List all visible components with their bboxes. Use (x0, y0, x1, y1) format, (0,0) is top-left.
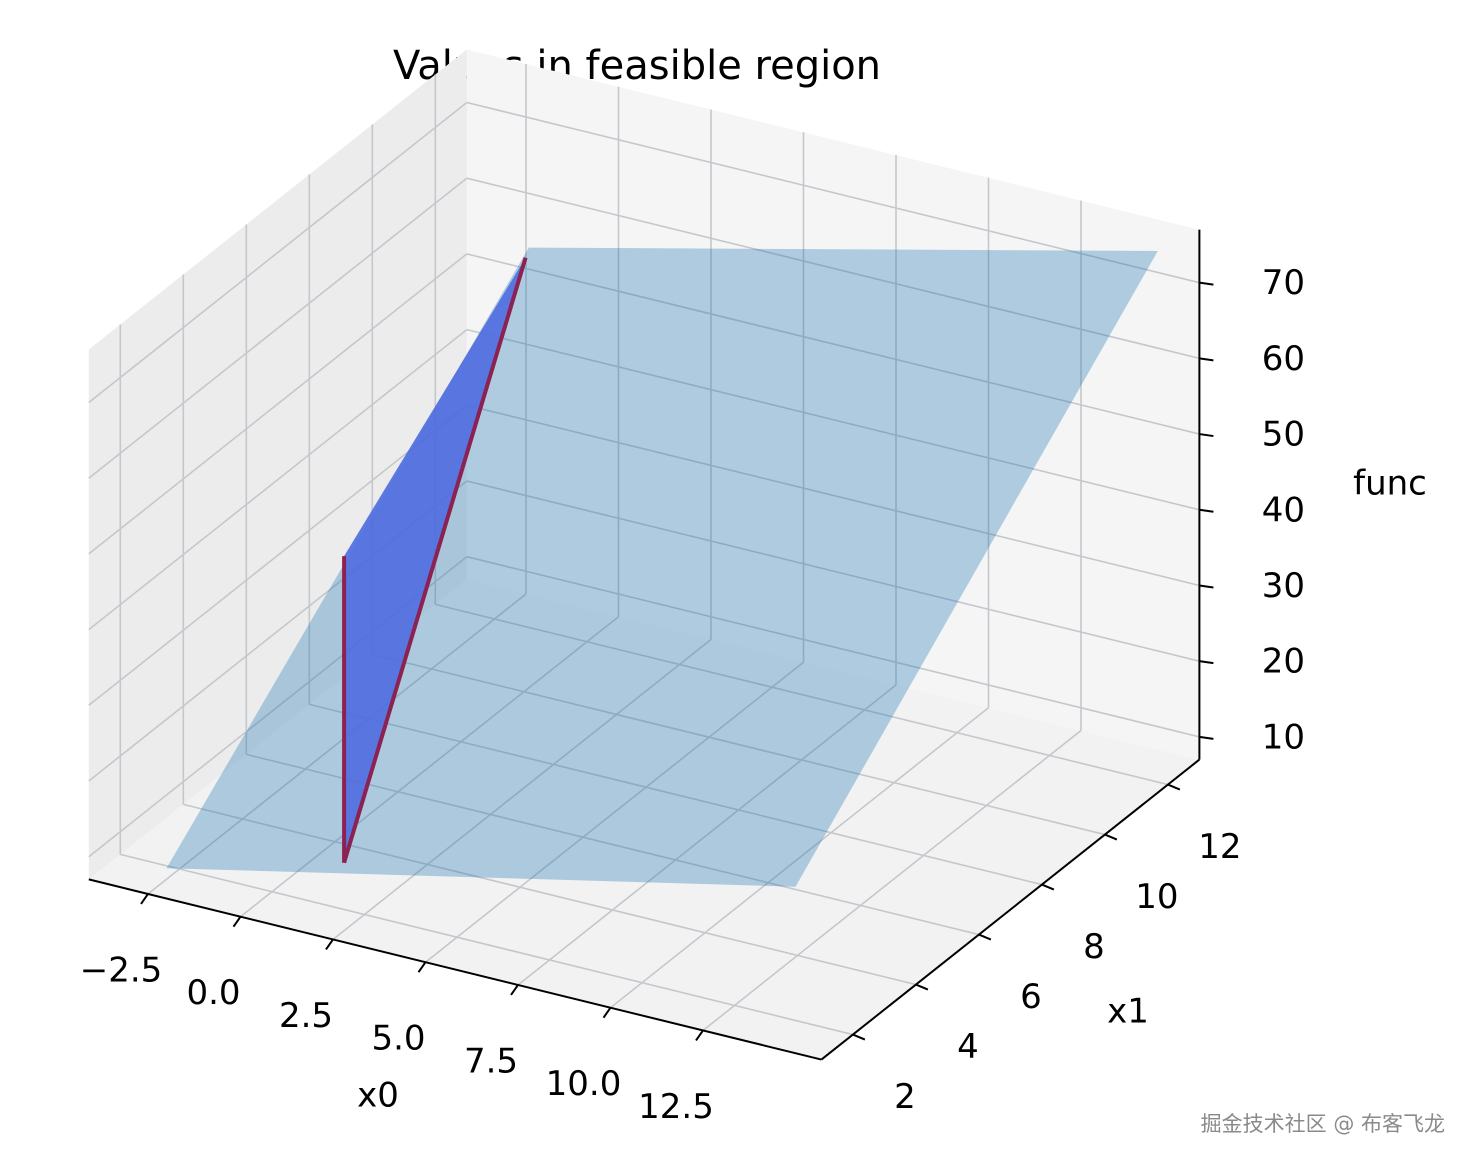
y-axis (820, 758, 1201, 1061)
grid-line (466, 555, 1200, 738)
grid-line (466, 101, 1200, 284)
grid-line (332, 638, 712, 941)
z-tick (1199, 357, 1214, 362)
x-tick-label: 5.0 (371, 1019, 425, 1059)
y-tick (852, 1033, 866, 1041)
grid-line (702, 729, 1082, 1032)
grid-line (240, 616, 619, 918)
x-tick-label: 12.5 (638, 1087, 714, 1127)
x-tick (510, 984, 519, 996)
watermark: 掘金技术社区 @ 布客飞龙 (1201, 1112, 1445, 1136)
grid-line (183, 803, 917, 986)
grid-line (372, 653, 1106, 836)
z-axis-label: func (1353, 464, 1427, 504)
y-tick (1104, 833, 1118, 841)
z-tick-label: 50 (1262, 415, 1305, 455)
surface (166, 247, 1158, 887)
x-axis-label: x0 (357, 1076, 399, 1116)
x-tick (602, 1007, 612, 1019)
z-tick-label: 30 (1262, 566, 1305, 606)
y-tick (978, 933, 992, 941)
y-tick (1167, 783, 1181, 791)
grid-line (517, 684, 897, 986)
y-tick-label: 6 (1020, 977, 1042, 1017)
grid-line (120, 853, 854, 1036)
grid-line (88, 328, 468, 631)
grid-line (88, 253, 468, 555)
y-tick-label: 12 (1198, 827, 1241, 867)
y-tick-label: 8 (1083, 927, 1105, 967)
z-tick (1199, 281, 1214, 286)
x-tick-label: 7.5 (464, 1041, 518, 1081)
x-tick (325, 938, 334, 951)
grid-line (147, 593, 527, 895)
x-tick-label: 2.5 (279, 996, 333, 1036)
y-axis-label: x1 (1107, 992, 1149, 1032)
x-axis (88, 878, 822, 1061)
grid-line (435, 603, 1169, 786)
x-tick (232, 916, 242, 928)
pane-back (466, 49, 1200, 760)
y-tick-label: 4 (957, 1027, 979, 1067)
grid-line (466, 480, 1200, 662)
grid-line (466, 328, 1200, 511)
grid-line (610, 707, 989, 1009)
edge-line (342, 257, 528, 864)
y-tick (1041, 883, 1055, 891)
x-tick-label: −2.5 (80, 950, 163, 990)
grid-line (466, 253, 1200, 435)
z-tick-label: 20 (1262, 642, 1305, 682)
z-tick (1199, 508, 1214, 513)
z-tick (1199, 433, 1214, 438)
grid-line (425, 661, 804, 963)
z-tick (1199, 584, 1214, 589)
grid-line (466, 404, 1200, 587)
x-tick (695, 1029, 704, 1042)
grid-line (466, 177, 1200, 360)
x-tick (140, 893, 149, 905)
z-tick-label: 70 (1262, 263, 1305, 303)
x-tick (417, 961, 427, 973)
z-tick (1199, 660, 1214, 665)
grid-line (309, 703, 1043, 886)
x-tick-label: 0.0 (186, 973, 240, 1013)
z-tick-label: 40 (1262, 490, 1305, 530)
y-tick-label: 2 (894, 1077, 916, 1117)
y-tick (915, 983, 929, 991)
z-tick (1199, 735, 1214, 740)
z-tick-label: 60 (1262, 339, 1305, 379)
z-tick-label: 10 (1262, 717, 1305, 757)
grid-line (88, 404, 468, 706)
grid-line (88, 177, 468, 479)
grid-line (88, 101, 468, 404)
x-tick-label: 10.0 (546, 1064, 622, 1104)
y-tick-label: 10 (1135, 877, 1178, 917)
